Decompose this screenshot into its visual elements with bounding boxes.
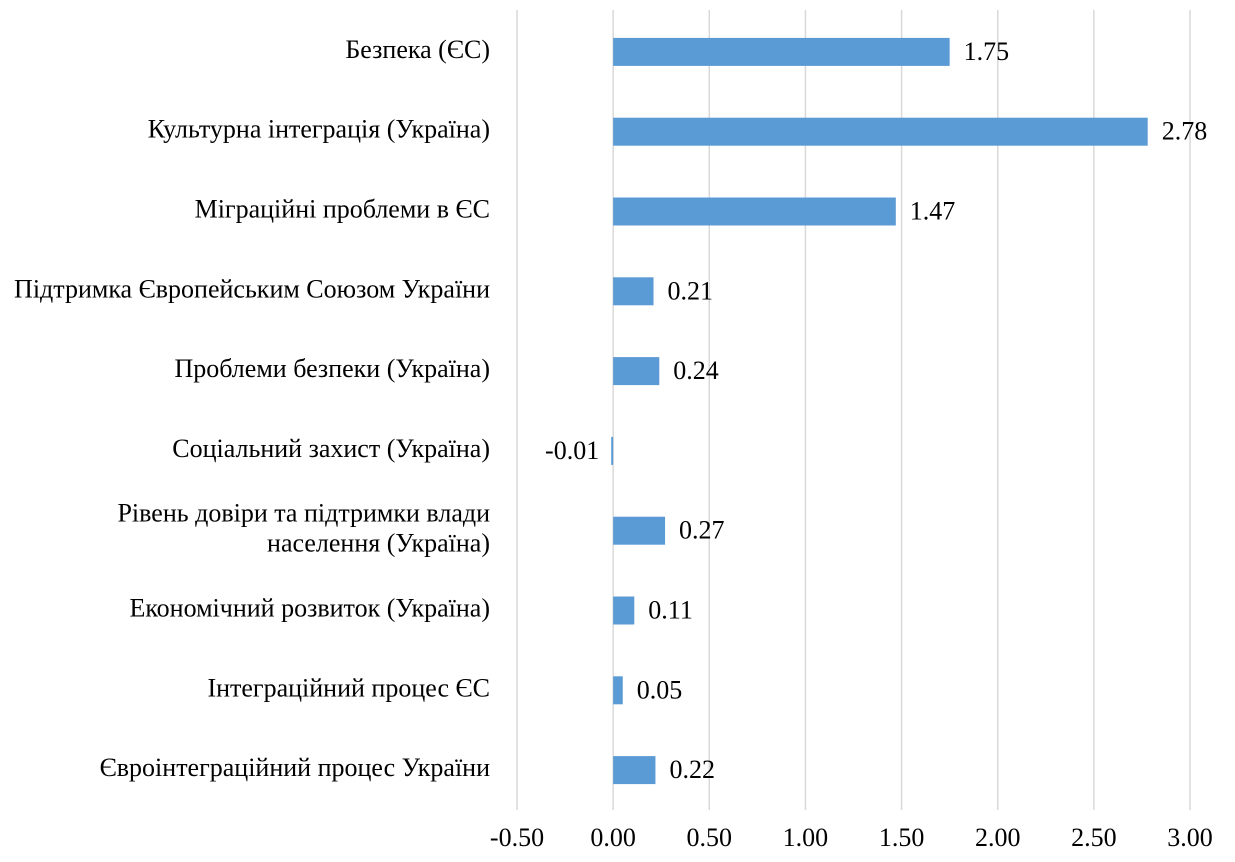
bar	[613, 117, 1148, 146]
label-line: Економічний розвиток (Україна)	[129, 593, 490, 622]
data-label: 0.11	[648, 595, 693, 624]
label-line: Рівень довіри та підтримки влади	[117, 499, 490, 528]
data-label: 0.24	[673, 356, 719, 385]
category-label: Підтримка Європейським Союзом України	[14, 274, 490, 303]
label-line: Євроінтеграційний процес України	[100, 753, 490, 782]
category-label: Соціальний захист (Україна)	[172, 434, 490, 463]
x-tick-label: 1.00	[783, 823, 829, 852]
x-tick-label: 0.50	[687, 823, 733, 852]
category-label: Євроінтеграційний процес України	[100, 753, 490, 782]
category-label: Інтеграційний процес ЄС	[207, 673, 490, 702]
data-label: 0.21	[668, 276, 714, 305]
x-tick-label: 2.00	[975, 823, 1021, 852]
data-label: 1.47	[910, 196, 956, 225]
category-label: Проблеми безпеки (Україна)	[174, 354, 490, 383]
bar	[613, 596, 635, 625]
bar	[613, 37, 950, 66]
bar	[611, 436, 614, 465]
category-label: Культурна інтеграція (Україна)	[148, 115, 490, 144]
bar	[613, 676, 623, 705]
category-label: Безпека (ЄС)	[345, 35, 490, 64]
label-line: Культурна інтеграція (Україна)	[148, 115, 490, 144]
x-tick-label: 3.00	[1167, 823, 1213, 852]
data-label: 1.75	[964, 37, 1010, 66]
label-line: населення (Україна)	[267, 529, 490, 558]
category-label: Економічний розвиток (Україна)	[129, 593, 490, 622]
x-tick-label: 2.50	[1071, 823, 1117, 852]
label-line: Проблеми безпеки (Україна)	[174, 354, 490, 383]
data-label: 0.27	[679, 516, 725, 545]
label-line: Міграційні проблеми в ЄС	[195, 194, 490, 223]
bar	[613, 277, 654, 306]
bar	[613, 516, 666, 545]
data-label: -0.01	[545, 436, 599, 465]
label-line: Соціальний захист (Україна)	[172, 434, 490, 463]
bar	[613, 756, 656, 785]
category-label: Рівень довіри та підтримки влади населенн…	[117, 499, 490, 558]
data-label: 0.22	[669, 755, 715, 784]
bar	[613, 197, 896, 226]
x-tick-label: 1.50	[879, 823, 925, 852]
data-label: 2.78	[1162, 117, 1208, 146]
data-label: 0.05	[637, 675, 683, 704]
bar	[613, 357, 660, 386]
label-line: Підтримка Європейським Союзом України	[14, 274, 490, 303]
x-tick-label: -0.50	[490, 823, 544, 852]
label-line: Інтеграційний процес ЄС	[207, 673, 490, 702]
label-line: Безпека (ЄС)	[345, 35, 490, 64]
category-label: Міграційні проблеми в ЄС	[195, 194, 490, 223]
x-tick-label: 0.00	[590, 823, 636, 852]
